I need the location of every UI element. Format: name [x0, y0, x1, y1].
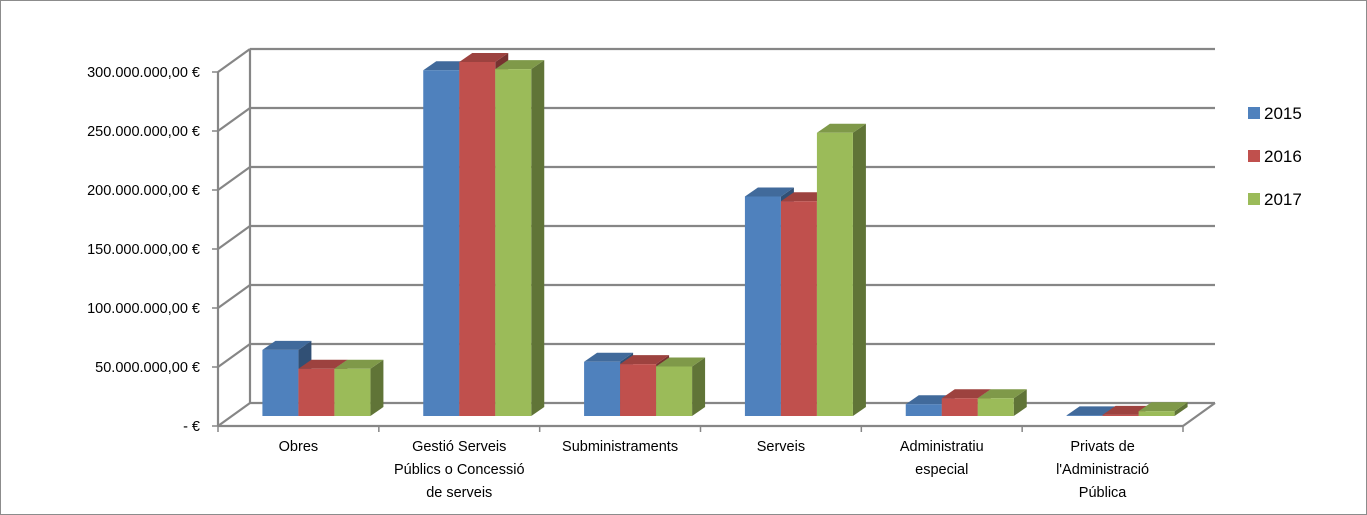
gridline-side — [217, 166, 251, 191]
bar-front — [656, 366, 693, 416]
gridline-side — [217, 284, 251, 309]
legend-swatch-2016 — [1248, 150, 1260, 162]
bar-top — [459, 53, 509, 62]
bar-2015-4 — [905, 395, 955, 416]
bar-2017-4 — [977, 389, 1027, 416]
y-tick-label: 100.000.000,00 € — [87, 301, 200, 317]
x-tick-label: de serveis — [426, 485, 492, 501]
x-tick-label: Gestió Serveis — [412, 439, 506, 455]
bar-front — [495, 69, 532, 416]
legend-label-2015: 2015 — [1264, 104, 1302, 123]
bar-top — [977, 389, 1027, 399]
bar-front — [1102, 414, 1139, 416]
bar-front — [620, 364, 657, 416]
legend-swatch-2017 — [1248, 193, 1260, 205]
bar-side — [370, 359, 384, 416]
bar-top — [495, 60, 545, 70]
gridline-side — [217, 343, 251, 368]
bar-side — [1174, 402, 1188, 416]
gridline-side — [217, 48, 251, 73]
bar-top — [941, 389, 991, 399]
bar-side — [692, 357, 706, 416]
bar-2017-0 — [334, 359, 384, 416]
bar-top — [584, 352, 634, 362]
y-tick-label: 150.000.000,00 € — [87, 242, 200, 258]
gridline-side — [217, 402, 251, 427]
y-tick-label: 250.000.000,00 € — [87, 124, 200, 140]
bar-2017-5 — [1138, 402, 1188, 416]
x-tick-label: Subministraments — [562, 439, 678, 455]
bar-front — [1066, 415, 1103, 416]
x-tick-label: Obres — [279, 439, 319, 455]
bar-top — [1066, 406, 1116, 416]
bar-top — [744, 187, 794, 197]
x-tick-label: Administratiu — [900, 439, 984, 455]
floor-edge — [1182, 402, 1216, 427]
gridline-side — [217, 107, 251, 132]
bar-side — [852, 123, 866, 417]
x-tick-label: Serveis — [757, 439, 805, 455]
bar-front — [744, 196, 781, 416]
bar-front — [816, 132, 853, 417]
bar-2017-3 — [816, 123, 866, 417]
bar-front — [334, 368, 371, 416]
bar-2017-1 — [495, 60, 545, 416]
x-tick-label: Públics o Concessió — [394, 462, 525, 478]
legend-swatch-2015 — [1248, 107, 1260, 119]
y-tick-label: 300.000.000,00 € — [87, 65, 200, 81]
bar-side — [531, 60, 545, 416]
bar-front — [423, 70, 460, 416]
bar-top — [816, 123, 866, 133]
x-tick-label: l'Administració — [1056, 462, 1149, 478]
legend-label-2016: 2016 — [1264, 147, 1302, 166]
bar-front — [905, 404, 942, 416]
bar-front — [262, 349, 299, 416]
bar-side — [1013, 389, 1027, 416]
bar-front — [941, 398, 978, 416]
gridline-side — [217, 225, 251, 250]
bar-front — [459, 62, 496, 416]
y-tick-label: - € — [183, 419, 200, 435]
x-tick-label: Pública — [1079, 485, 1127, 501]
bar-front — [977, 398, 1014, 416]
bar-front — [584, 361, 621, 416]
bar-top — [620, 355, 670, 365]
y-tick-label: 200.000.000,00 € — [87, 183, 200, 199]
bar-top — [298, 359, 348, 369]
y-tick-label: 50.000.000,00 € — [95, 360, 200, 376]
bar-top — [262, 340, 312, 350]
x-tick-label: especial — [915, 462, 968, 478]
bar-top — [1138, 402, 1188, 412]
bar-top — [334, 359, 384, 369]
legend-label-2017: 2017 — [1264, 190, 1302, 209]
x-tick-label: Privats de — [1070, 439, 1134, 455]
bar-front — [1138, 411, 1175, 416]
bar-top — [656, 357, 706, 367]
bar-front — [298, 368, 335, 416]
bar-front — [780, 201, 817, 416]
bar-2017-2 — [656, 357, 706, 416]
